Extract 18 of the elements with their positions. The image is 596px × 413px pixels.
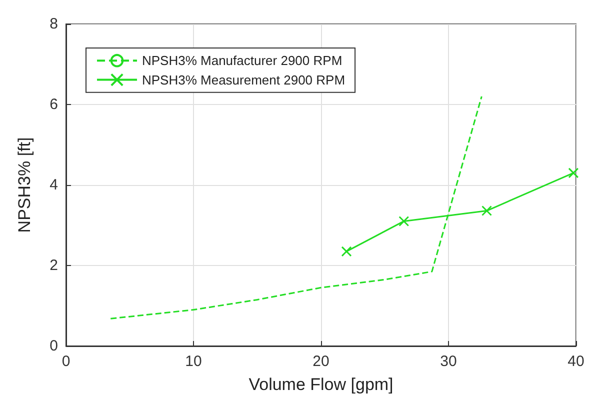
x-tick-label: 0 (62, 353, 70, 370)
x-axis-title: Volume Flow [gpm] (248, 375, 394, 394)
x-tick-label: 40 (568, 353, 584, 370)
x-tick-label: 20 (312, 353, 330, 370)
y-tick-label: 6 (50, 96, 58, 113)
y-tick-label: 8 (50, 16, 58, 32)
point (482, 206, 492, 216)
point (568, 168, 579, 178)
y-tick-label: 4 (50, 176, 58, 194)
x-tick-label: 10 (185, 353, 202, 370)
point (341, 246, 352, 257)
legend-label: NPSH3% Measurement 2900 RPM (142, 72, 346, 88)
point (398, 216, 410, 226)
y-tick-label: 0 (50, 338, 58, 354)
y-tick-label: 2 (50, 257, 58, 274)
y-axis-title: NPSH3% [ft] (15, 137, 34, 233)
legend-label: NPSH3% Manufacturer 2900 RPM (142, 53, 342, 68)
x-tick-label: 30 (440, 353, 457, 370)
